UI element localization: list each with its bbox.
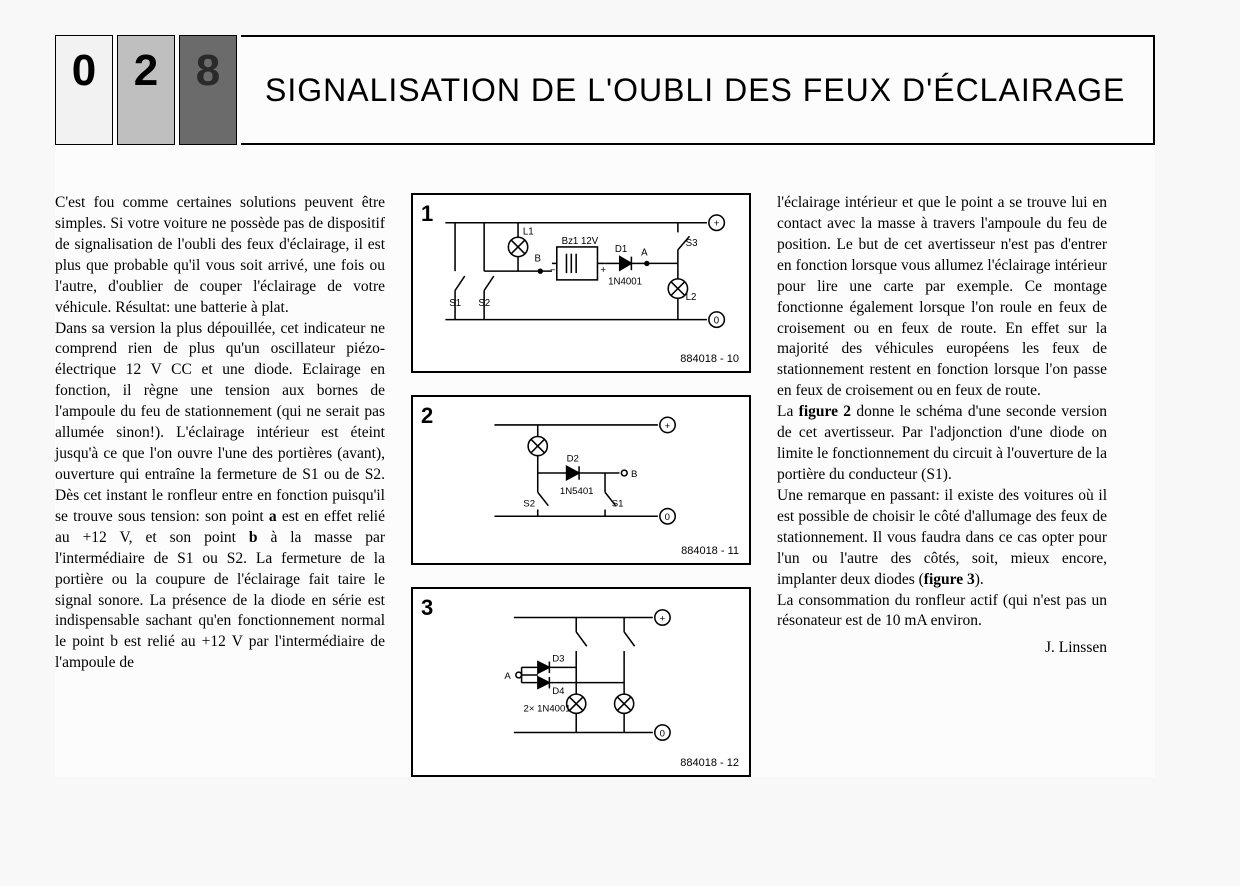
figure-number: 1 (421, 199, 433, 229)
figure-3: 3 + 0 (411, 587, 751, 777)
text: à la masse par l'intermédiaire de S1 ou … (55, 529, 385, 672)
svg-text:0: 0 (665, 512, 670, 523)
para: La consommation du ronfleur actif (qui n… (777, 591, 1107, 633)
text: ). (975, 571, 984, 588)
svg-text:L1: L1 (523, 226, 534, 237)
svg-text:+: + (600, 265, 606, 276)
svg-text:1N4001: 1N4001 (608, 277, 642, 288)
bold-b: b (249, 529, 258, 546)
figure-id: 884018 - 12 (680, 756, 739, 771)
svg-text:L2: L2 (686, 292, 697, 303)
para: Une remarque en passant: il existe des v… (777, 486, 1107, 591)
figure-2: 2 + 0 (411, 395, 751, 565)
para: Dans sa version la plus dépouillée, cet … (55, 319, 385, 675)
svg-text:2× 1N4001: 2× 1N4001 (524, 703, 571, 714)
svg-text:S1: S1 (449, 298, 461, 309)
column-left: C'est fou comme certaines solutions peuv… (55, 193, 385, 777)
svg-text:B: B (535, 253, 541, 264)
svg-text:+: + (665, 421, 671, 432)
title-box: SIGNALISATION DE L'OUBLI DES FEUX D'ÉCLA… (241, 35, 1155, 145)
page-digit-0: 0 (55, 35, 113, 145)
page-digit-2: 8 (179, 35, 237, 145)
header: 0 2 8 SIGNALISATION DE L'OUBLI DES FEUX … (55, 35, 1155, 145)
svg-text:B: B (631, 469, 637, 480)
svg-text:1N5401: 1N5401 (560, 486, 594, 497)
text: La (777, 403, 799, 420)
para: l'éclairage intérieur et que le point a … (777, 193, 1107, 402)
author: J. Linssen (777, 638, 1107, 659)
svg-text:0: 0 (660, 728, 665, 739)
page-digit-1: 2 (117, 35, 175, 145)
svg-text:D3: D3 (552, 654, 564, 665)
svg-text:S2: S2 (478, 298, 490, 309)
page-number-blocks: 0 2 8 (55, 35, 241, 145)
svg-text:D1: D1 (615, 244, 627, 255)
schematic-3: + 0 (466, 595, 696, 755)
svg-text:D4: D4 (552, 686, 565, 697)
para: C'est fou comme certaines solutions peuv… (55, 193, 385, 319)
bold-a: a (269, 508, 277, 525)
figure-number: 3 (421, 593, 433, 623)
bold-fig2: figure 2 (799, 403, 851, 420)
svg-text:Bz1 12V: Bz1 12V (562, 236, 599, 247)
figure-1: 1 + 0 (411, 193, 751, 373)
svg-text:0: 0 (714, 315, 719, 326)
page-title: SIGNALISATION DE L'OUBLI DES FEUX D'ÉCLA… (265, 70, 1125, 110)
svg-text:D2: D2 (567, 453, 579, 464)
svg-text:A: A (641, 248, 648, 259)
figure-id: 884018 - 10 (680, 352, 739, 367)
column-figures: 1 + 0 (411, 193, 751, 777)
schematic-1: + 0 (426, 201, 736, 351)
figure-id: 884018 - 11 (681, 544, 739, 559)
bold-fig3: figure 3 (924, 571, 975, 588)
svg-text:+: + (660, 613, 666, 624)
svg-text:+: + (714, 219, 720, 230)
svg-text:S2: S2 (523, 499, 535, 510)
content-columns: C'est fou comme certaines solutions peuv… (55, 193, 1155, 777)
svg-text:S3: S3 (686, 238, 698, 249)
schematic-2: + 0 (456, 403, 706, 543)
figure-number: 2 (421, 401, 433, 431)
text: Dans sa version la plus dépouillée, cet … (55, 320, 385, 525)
column-right: l'éclairage intérieur et que le point a … (777, 193, 1107, 777)
svg-text:S1: S1 (612, 499, 624, 510)
para: La figure 2 donne le schéma d'une second… (777, 402, 1107, 486)
svg-text:A: A (504, 671, 511, 682)
svg-text:−: − (550, 265, 556, 276)
